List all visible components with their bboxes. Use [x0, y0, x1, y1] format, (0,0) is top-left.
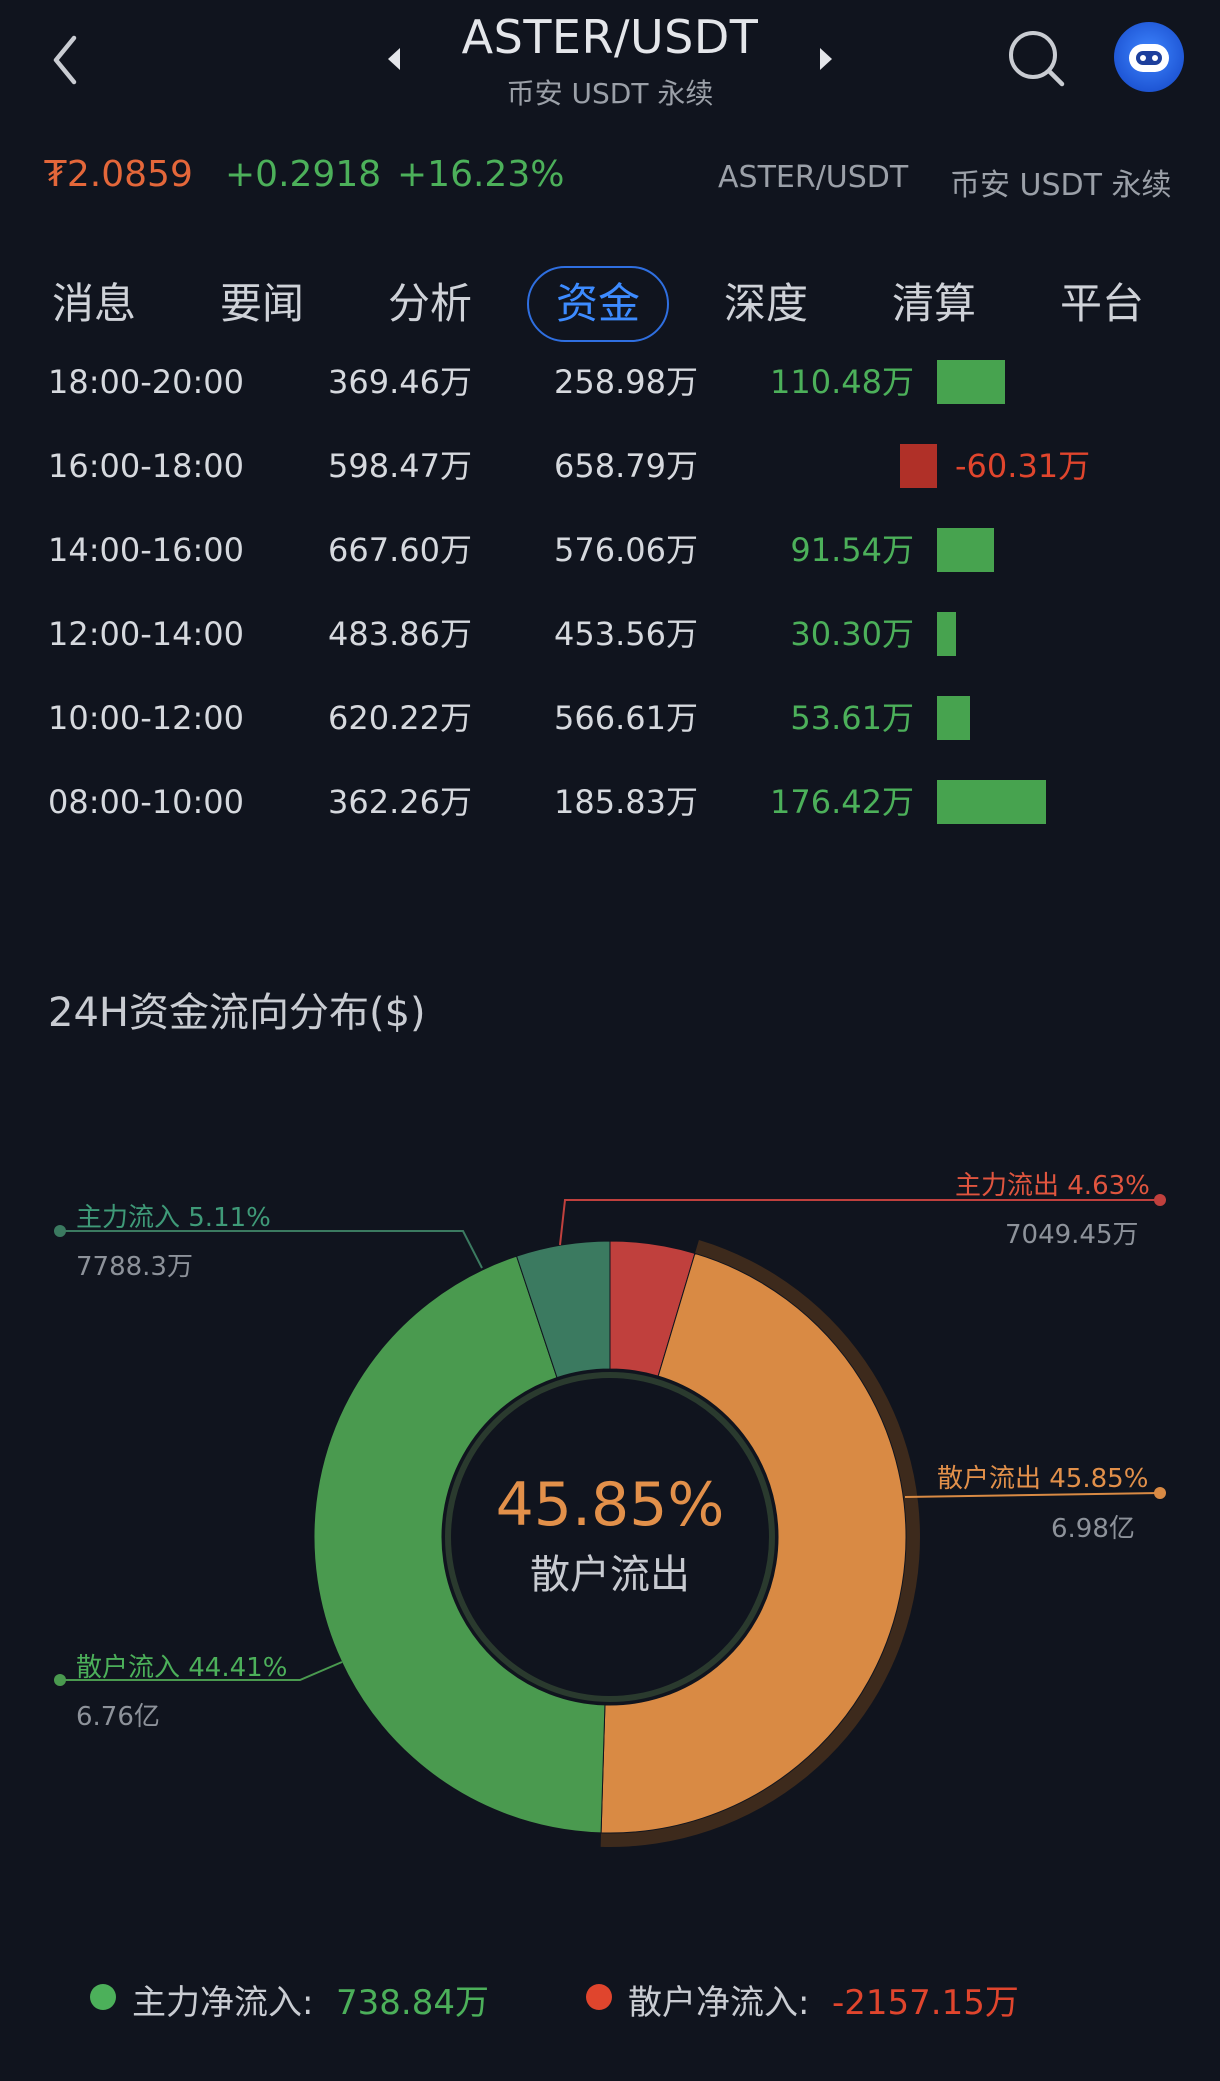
row-net-bar: [937, 612, 956, 656]
table-row: 14:00-16:00 667.60万 576.06万 91.54万: [0, 508, 1220, 592]
table-row: 16:00-18:00 598.47万 658.79万 -60.31万: [0, 424, 1220, 508]
donut-center-label: 散户流出: [530, 1552, 690, 1598]
donut-slice-retail-inflow: [313, 1255, 606, 1834]
legend-label-retail-outflow: 散户流出 45.85%: [937, 1464, 1149, 1494]
row-outflow: 566.61万: [554, 699, 698, 737]
tab-news[interactable]: 消息: [51, 279, 136, 328]
row-net-value: 91.54万: [790, 531, 914, 569]
legend-value-retail-inflow: 6.76亿: [76, 1702, 160, 1732]
donut-slice-main-inflow: [515, 1240, 611, 1379]
row-net-bar: [937, 780, 1047, 824]
row-outflow: 185.83万: [554, 783, 698, 821]
main-net-inflow-value: 738.84万: [336, 1983, 489, 2023]
price-change-pct: +16.23%: [397, 154, 565, 195]
leader-retail-inflow-dot: [54, 1674, 66, 1686]
donut-center-pct: 45.85%: [495, 1470, 725, 1540]
row-time: 14:00-16:00: [48, 531, 244, 569]
row-net-value: 176.42万: [770, 783, 914, 821]
row-time: 12:00-14:00: [48, 615, 244, 653]
leader-main-outflow: [559, 1199, 1160, 1246]
triangle-left-icon: [388, 48, 400, 70]
retail-net-inflow-value: -2157.15万: [832, 1983, 1019, 2023]
table-row: 12:00-14:00 483.86万 453.56万 30.30万: [0, 592, 1220, 676]
row-net-value: 110.48万: [770, 363, 914, 401]
row-inflow: 667.60万: [328, 531, 472, 569]
row-net-bar: [899, 444, 937, 488]
row-inflow: 483.86万: [328, 615, 472, 653]
table-row: 10:00-12:00 620.22万 566.61万 53.61万: [0, 676, 1220, 760]
robot-avatar-icon: [1129, 44, 1169, 72]
search-button[interactable]: [1004, 26, 1068, 90]
legend-label-retail-inflow: 散户流入 44.41%: [76, 1653, 288, 1683]
table-row: 08:00-10:00 362.26万 185.83万 176.42万: [0, 760, 1220, 844]
table-row: 18:00-20:00 369.46万 258.98万 110.48万: [0, 340, 1220, 424]
legend-value-main-outflow: 7049.45万: [1005, 1220, 1139, 1250]
back-button[interactable]: [44, 30, 88, 90]
leader-retail-outflow-dot: [1154, 1487, 1166, 1499]
legend-label-main-inflow: 主力流入 5.11%: [76, 1203, 271, 1233]
prev-pair-button[interactable]: [382, 42, 406, 76]
tab-liquidation[interactable]: 清算: [891, 279, 976, 328]
row-outflow: 453.56万: [554, 615, 698, 653]
price-change-abs: +0.2918: [225, 154, 382, 195]
donut-inner-ring: [445, 1372, 775, 1702]
row-outflow: 576.06万: [554, 531, 698, 569]
leader-main-inflow: [60, 1230, 483, 1269]
row-net-bar: [937, 528, 994, 572]
legend-value-main-inflow: 7788.3万: [76, 1252, 193, 1282]
pair-name-small: ASTER/USDT: [718, 160, 909, 195]
tab-funds[interactable]: 资金: [527, 266, 669, 342]
leader-retail-outflow: [904, 1492, 1161, 1498]
row-time: 10:00-12:00: [48, 699, 244, 737]
legend-value-retail-outflow: 6.98亿: [1051, 1514, 1135, 1544]
row-inflow: 598.47万: [328, 447, 472, 485]
row-time: 08:00-10:00: [48, 783, 244, 821]
triangle-right-icon: [820, 48, 832, 70]
row-outflow: 258.98万: [554, 363, 698, 401]
chevron-left-icon: [53, 35, 77, 85]
donut-slice-retail-outflow: [600, 1252, 907, 1834]
row-inflow: 362.26万: [328, 783, 472, 821]
row-net-bar: [937, 360, 1006, 404]
market-name-small: 币安 USDT 永续: [950, 168, 1172, 203]
tab-headlines[interactable]: 要闻: [219, 279, 304, 328]
distribution-title: 24H资金流向分布($): [48, 990, 426, 1036]
main-net-dot: [90, 1984, 116, 2010]
row-inflow: 369.46万: [328, 363, 472, 401]
tab-analysis[interactable]: 分析: [387, 279, 472, 328]
tab-platform[interactable]: 平台: [1059, 279, 1144, 328]
row-net-bar: [937, 696, 971, 740]
next-pair-button[interactable]: [814, 42, 838, 76]
pair-title: ASTER/USDT: [461, 10, 759, 64]
row-outflow: 658.79万: [554, 447, 698, 485]
legend-label-main-outflow: 主力流出 4.63%: [955, 1171, 1150, 1201]
leader-main-inflow-dot: [54, 1225, 66, 1237]
row-time: 18:00-20:00: [48, 363, 244, 401]
row-net-value: -60.31万: [955, 447, 1091, 485]
pair-subtitle: 币安 USDT 永续: [506, 77, 714, 110]
row-inflow: 620.22万: [328, 699, 472, 737]
retail-net-inflow-label: 散户净流入:: [628, 1983, 810, 2023]
row-net-value: 53.61万: [790, 699, 914, 737]
retail-net-dot: [586, 1984, 612, 2010]
leader-retail-inflow: [60, 1661, 343, 1681]
leader-main-outflow-dot: [1154, 1194, 1166, 1206]
row-time: 16:00-18:00: [48, 447, 244, 485]
avatar[interactable]: [1114, 22, 1184, 92]
last-price: ₮2.0859: [44, 154, 193, 195]
distribution-donut-chart: [54, 1194, 1166, 1848]
tab-depth[interactable]: 深度: [723, 279, 808, 328]
search-icon: [1009, 31, 1065, 87]
main-net-inflow-label: 主力净流入:: [132, 1983, 314, 2023]
row-net-value: 30.30万: [790, 615, 914, 653]
